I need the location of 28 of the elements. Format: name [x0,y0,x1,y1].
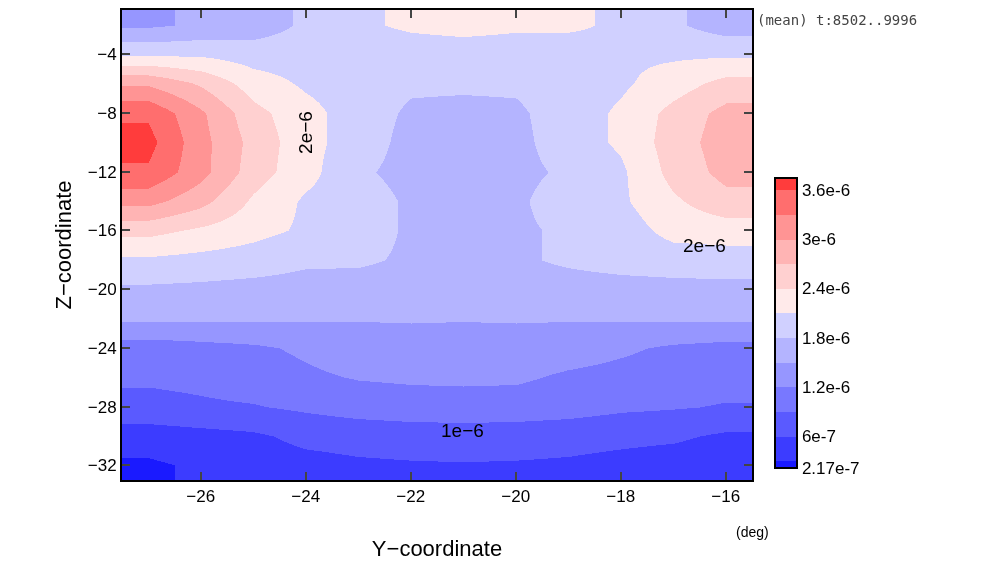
color-bar-label: 1.8e-6 [801,328,851,348]
annotation: 1e−6 [441,420,484,441]
y-tick-label: −12 [87,162,117,182]
x-tick-label: −20 [501,487,531,507]
y-tick-label: −4 [97,45,117,65]
color-bar-label: 3.6e-6 [801,180,851,200]
y-tick-label: −16 [87,221,117,241]
color-bar-label: 2.17e-7 [801,458,860,478]
color-bar-label: 6e-7 [801,427,836,447]
color-bar-label: 3e-6 [801,230,836,250]
x-tick-label: −18 [606,487,636,507]
color-bar-label: 1.2e-6 [801,377,851,397]
x-tick-label: −24 [291,487,321,507]
y-tick-label: −32 [87,456,117,476]
text: (deg) [736,524,769,540]
y-tick-label: −28 [87,397,117,417]
y-tick-label: −24 [87,338,117,358]
x-axis-title: Y−coordinate [371,535,503,561]
annotation: 2e−6 [683,235,726,256]
x-tick-label: −22 [396,487,426,507]
color-bar-label: 2.4e-6 [801,279,851,299]
x-tick-label: −26 [186,487,216,507]
y-tick-label: −8 [97,103,117,123]
text: (mean) t:8502..9996 [757,12,918,28]
y-tick-label: −20 [87,280,117,300]
annotation: 2e−6 [294,111,316,154]
x-tick-label: −16 [711,487,741,507]
y-axis-title: Z−coordinate [51,180,77,310]
